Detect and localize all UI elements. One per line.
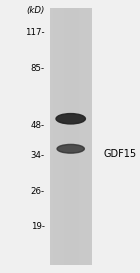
- Ellipse shape: [57, 144, 84, 153]
- Bar: [71, 8, 74, 265]
- Bar: [50, 8, 92, 265]
- Text: (kD): (kD): [26, 7, 45, 15]
- Text: 48-: 48-: [31, 121, 45, 130]
- Text: 26-: 26-: [31, 187, 45, 195]
- Bar: [85, 8, 87, 265]
- Bar: [50, 8, 53, 265]
- Ellipse shape: [56, 114, 85, 124]
- Bar: [61, 8, 64, 265]
- Bar: [53, 8, 56, 265]
- Bar: [90, 8, 92, 265]
- Bar: [77, 8, 79, 265]
- Bar: [64, 8, 66, 265]
- Bar: [79, 8, 82, 265]
- Text: 117-: 117-: [25, 28, 45, 37]
- Bar: [66, 8, 69, 265]
- Bar: [69, 8, 71, 265]
- Text: GDF15: GDF15: [104, 149, 137, 159]
- Text: 34-: 34-: [31, 151, 45, 160]
- Text: 19-: 19-: [31, 222, 45, 231]
- Text: 85-: 85-: [31, 64, 45, 73]
- Bar: [82, 8, 85, 265]
- Bar: [87, 8, 90, 265]
- Bar: [56, 8, 58, 265]
- Bar: [74, 8, 77, 265]
- Bar: [58, 8, 61, 265]
